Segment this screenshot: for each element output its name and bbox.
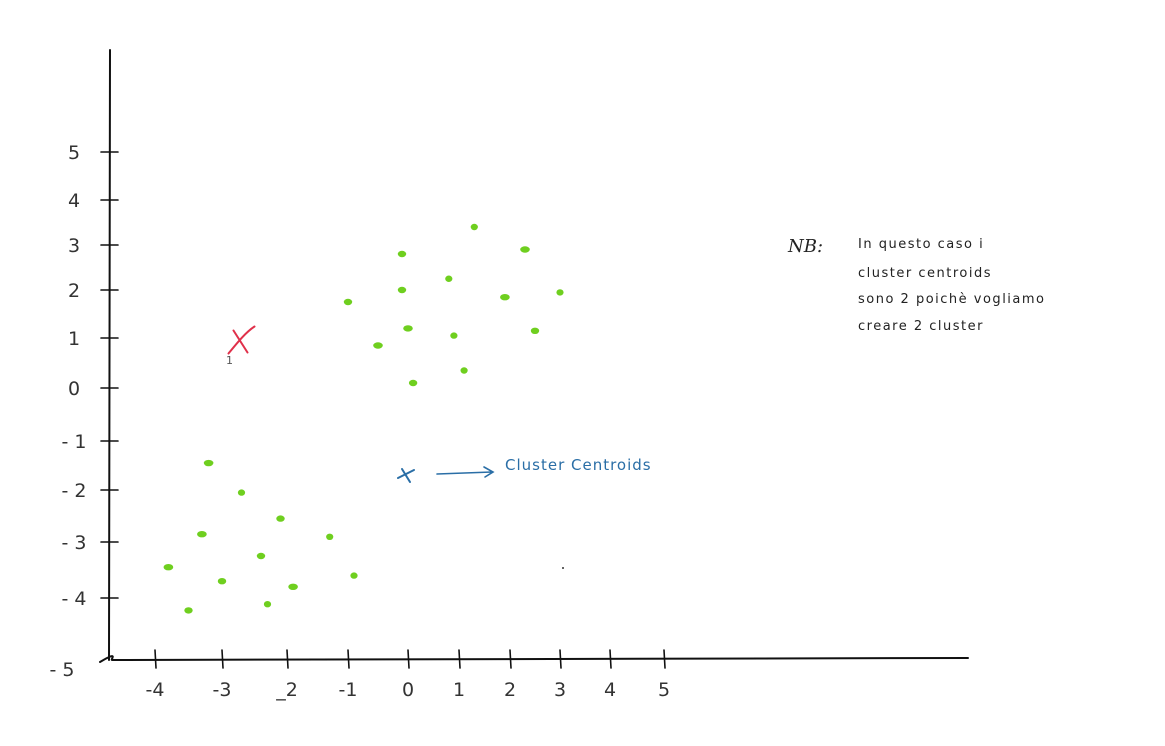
data-point: [203, 459, 214, 467]
centroid-x-mark: [227, 325, 256, 355]
data-point: [397, 286, 407, 294]
data-point: [403, 325, 413, 332]
data-point: [520, 246, 530, 253]
x-tick-label: -1: [339, 679, 358, 701]
y-tick-label: 0: [68, 378, 80, 400]
data-point: [217, 578, 227, 585]
x-tick: [347, 649, 350, 669]
data-point: [256, 552, 266, 560]
note-line-2: cluster centroids: [858, 266, 992, 281]
data-point: [450, 332, 458, 339]
data-point: [163, 564, 174, 571]
data-point: [530, 327, 540, 334]
data-point: [408, 379, 418, 387]
data-point: [350, 572, 358, 579]
note: NB: In questo caso i cluster centroids s…: [787, 236, 1046, 334]
y-tick-label: - 4: [62, 588, 87, 610]
data-point: [326, 533, 334, 540]
x-tick: [663, 649, 666, 669]
legend-x-mark: [397, 468, 415, 483]
x-ticks: -4 -3 _2 -1 0 1 2 3 4 5: [146, 649, 670, 701]
data-point: [500, 294, 510, 301]
x-tick-label: 0: [402, 679, 414, 701]
y-tick-label: - 2: [62, 480, 87, 502]
data-point: [276, 515, 285, 522]
note-line-4: creare 2 cluster: [858, 319, 984, 334]
data-points: [163, 223, 564, 614]
centroid-label: 1: [226, 354, 233, 367]
note-prefix: NB:: [787, 236, 823, 257]
x-tick: [559, 649, 562, 669]
legend-arrow: [436, 466, 495, 478]
y-ticks: 5 4 3 2 1 0 - 1 - 2 - 3 - 4 - 5: [50, 142, 119, 681]
y-axis-line: [107, 49, 112, 661]
data-point: [184, 607, 193, 614]
y-tick-label: 2: [68, 280, 80, 302]
data-point: [397, 250, 407, 258]
x-tick-label: 2: [504, 679, 516, 701]
legend: Cluster Centroids: [397, 456, 652, 483]
x-tick: [286, 649, 289, 669]
data-point: [556, 289, 564, 296]
data-point: [237, 489, 246, 496]
y-tick-label: 1: [68, 328, 80, 350]
x-tick-label: 3: [554, 679, 566, 701]
x-tick: [458, 649, 461, 669]
x-tick: [154, 649, 157, 669]
legend-label: Cluster Centroids: [505, 456, 652, 474]
data-point: [197, 531, 207, 538]
axes: [99, 49, 969, 663]
x-tick-label: _2: [275, 679, 298, 701]
data-point: [263, 601, 272, 608]
y-tick-label: - 5: [50, 659, 75, 681]
note-line-3: sono 2 poichè vogliamo: [858, 292, 1046, 307]
data-point: [343, 298, 353, 306]
x-tick: [221, 649, 224, 669]
x-tick-label: 4: [604, 679, 616, 701]
data-point: [445, 275, 453, 282]
data-point: [373, 342, 383, 349]
x-tick-label: 1: [453, 679, 465, 701]
x-axis-line: [99, 655, 969, 663]
cluster-centroid-marker: 1: [226, 325, 256, 367]
x-tick-label: -4: [146, 679, 165, 701]
y-tick-label: 4: [68, 190, 80, 212]
x-tick-label: -3: [213, 679, 232, 701]
y-tick-label: 3: [68, 235, 80, 257]
x-tick: [509, 649, 512, 669]
x-tick: [407, 649, 410, 669]
y-tick-label: - 1: [62, 431, 87, 453]
note-line-1: In questo caso i: [858, 237, 984, 252]
y-tick-label: 5: [68, 142, 80, 164]
data-point: [470, 223, 478, 231]
x-tick: [609, 649, 612, 669]
y-tick-label: - 3: [62, 532, 87, 554]
x-tick-label: 5: [658, 679, 670, 701]
data-point: [460, 367, 468, 374]
stray-dot: [562, 567, 564, 569]
data-point: [288, 583, 298, 590]
